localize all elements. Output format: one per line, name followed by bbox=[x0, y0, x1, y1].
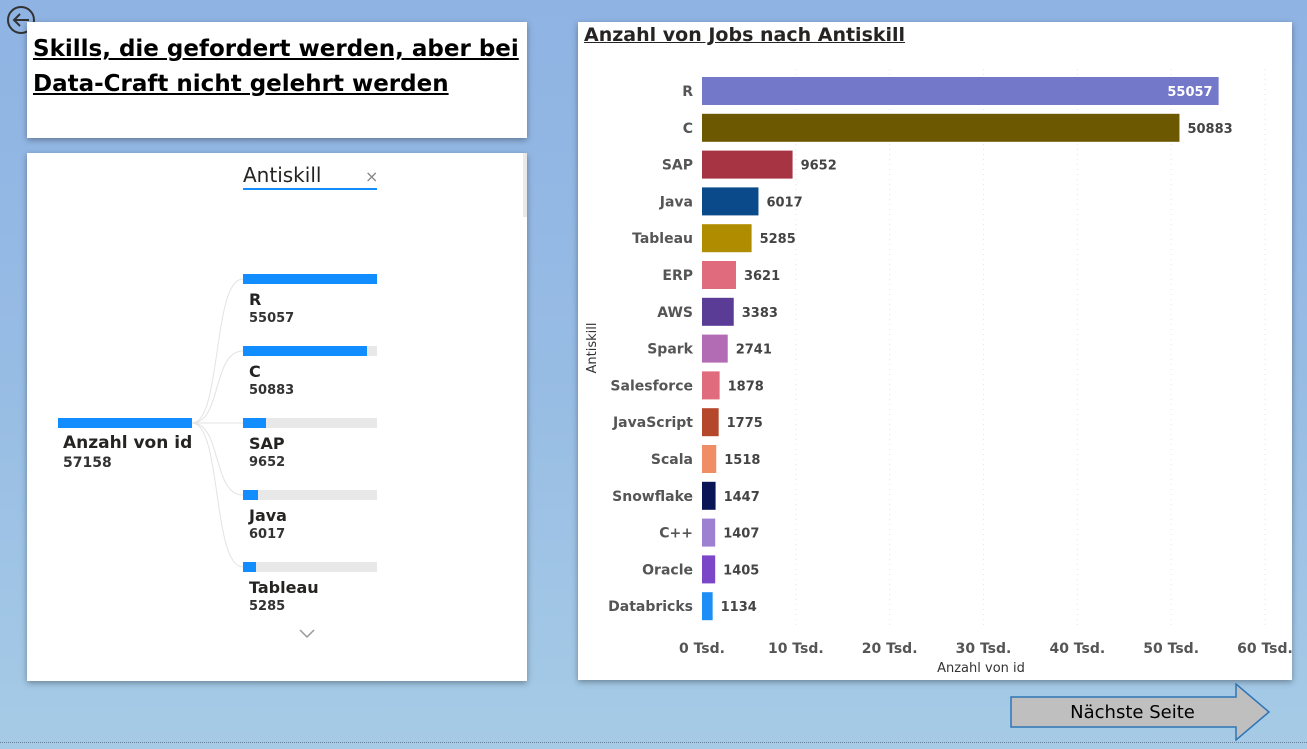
bar-r[interactable] bbox=[702, 77, 1219, 105]
category-label: R bbox=[682, 84, 693, 100]
root-value: 57158 bbox=[63, 455, 112, 471]
data-label: 1407 bbox=[723, 527, 759, 542]
x-tick-label: 20 Tsd. bbox=[862, 641, 918, 657]
x-tick-label: 60 Tsd. bbox=[1237, 641, 1292, 657]
node-bar bbox=[243, 274, 377, 284]
category-label: C bbox=[683, 121, 693, 137]
tree-header bbox=[27, 153, 527, 217]
x-tick-label: 30 Tsd. bbox=[956, 641, 1012, 657]
category-label: Snowflake bbox=[612, 489, 693, 505]
decomposition-tree: Antiskill × Anzahl von id 57158 R 55057 … bbox=[27, 153, 527, 681]
tree-connectors bbox=[191, 278, 244, 568]
data-label: 6017 bbox=[766, 195, 802, 210]
bar-snowflake[interactable] bbox=[702, 481, 716, 510]
bar-erp[interactable] bbox=[702, 261, 736, 289]
tree-field-label[interactable]: Antiskill bbox=[243, 163, 322, 187]
data-label: 1775 bbox=[727, 416, 763, 431]
category-label: C++ bbox=[659, 526, 693, 542]
node-value: 55057 bbox=[249, 311, 295, 326]
category-label: Oracle bbox=[642, 562, 693, 578]
node-bar bbox=[243, 346, 367, 356]
node-track bbox=[243, 418, 377, 428]
back-arrow-icon[interactable] bbox=[6, 5, 36, 35]
node-label: Java bbox=[249, 506, 287, 525]
page-title: Skills, die gefordert werden, aber bei D… bbox=[33, 36, 519, 97]
bar-databricks[interactable] bbox=[702, 592, 713, 621]
bar-oracle[interactable] bbox=[702, 555, 716, 584]
tree-field-underline bbox=[243, 188, 377, 190]
node-bar bbox=[243, 562, 256, 572]
data-label: 3383 bbox=[742, 306, 778, 321]
node-bar bbox=[243, 490, 258, 500]
node-bar bbox=[243, 418, 267, 428]
node-value: 5285 bbox=[249, 599, 286, 614]
arrow-shape bbox=[1010, 682, 1271, 742]
next-page-label: Nächste Seite bbox=[1070, 702, 1195, 723]
data-label: 5285 bbox=[760, 232, 796, 247]
bar-chart: 0 Tsd. 10 Tsd. 20 Tsd. 30 Tsd. 40 Tsd. 50 Tsd… bbox=[585, 69, 1292, 676]
next-page-button[interactable]: Nächste Seite bbox=[1010, 682, 1272, 742]
category-label: Scala bbox=[651, 452, 693, 468]
node-label: SAP bbox=[249, 434, 285, 453]
title-card: Skills, die gefordert werden, aber bei D… bbox=[27, 22, 527, 138]
node-value: 6017 bbox=[249, 527, 286, 542]
bar-scala[interactable] bbox=[702, 445, 717, 473]
data-label: 1134 bbox=[721, 600, 757, 615]
bar-javascript[interactable] bbox=[702, 408, 719, 437]
data-label: 1405 bbox=[723, 563, 759, 578]
bottom-divider bbox=[0, 742, 1307, 743]
bar-c[interactable] bbox=[702, 113, 1180, 142]
chevron-down-icon[interactable] bbox=[298, 628, 316, 640]
category-label: JavaScript bbox=[612, 415, 693, 431]
bar-chart-card: Anzahl von Jobs nach Antiskill 0 Tsd. 10 … bbox=[578, 22, 1292, 680]
node-track bbox=[243, 490, 377, 500]
bar-sap[interactable] bbox=[702, 150, 793, 179]
x-tick-label: 10 Tsd. bbox=[768, 641, 824, 657]
node-label: C bbox=[249, 362, 261, 381]
chart-title: Anzahl von Jobs nach Antiskill bbox=[584, 24, 906, 46]
category-label: SAP bbox=[662, 158, 693, 174]
bar-aws[interactable] bbox=[702, 297, 734, 326]
node-label: R bbox=[249, 290, 262, 309]
node-track bbox=[243, 562, 377, 572]
data-label: 3621 bbox=[744, 269, 780, 284]
node-value: 9652 bbox=[249, 455, 286, 470]
data-label: 1878 bbox=[728, 379, 764, 394]
close-icon[interactable]: × bbox=[365, 167, 379, 186]
x-tick-label: 40 Tsd. bbox=[1049, 641, 1105, 657]
category-label: ERP bbox=[662, 268, 693, 284]
data-label: 55057 bbox=[1167, 85, 1212, 100]
root-label: Anzahl von id bbox=[63, 433, 193, 453]
data-label: 9652 bbox=[801, 159, 837, 174]
category-label: Spark bbox=[647, 342, 693, 358]
bar-tableau[interactable] bbox=[702, 224, 752, 253]
category-label: Databricks bbox=[608, 599, 693, 615]
bar-cplusplus[interactable] bbox=[702, 518, 716, 547]
bar-spark[interactable] bbox=[702, 334, 728, 363]
category-label: Java bbox=[659, 194, 693, 210]
y-axis-title: Antiskill bbox=[585, 323, 600, 374]
bar-java[interactable] bbox=[702, 187, 759, 216]
node-label: Tableau bbox=[249, 578, 319, 597]
x-tick-label: 50 Tsd. bbox=[1143, 641, 1199, 657]
node-value: 50883 bbox=[249, 383, 295, 398]
bar-salesforce[interactable] bbox=[702, 371, 720, 400]
data-label: 1518 bbox=[724, 453, 760, 468]
x-tick-label: 0 Tsd. bbox=[679, 641, 725, 657]
data-label: 1447 bbox=[724, 490, 760, 505]
data-label: 50883 bbox=[1187, 122, 1232, 137]
category-label: Tableau bbox=[632, 231, 693, 247]
category-label: AWS bbox=[657, 305, 693, 321]
data-label: 2741 bbox=[736, 343, 772, 358]
category-label: Salesforce bbox=[610, 378, 693, 394]
x-axis-title: Anzahl von id bbox=[937, 661, 1025, 676]
root-bar[interactable] bbox=[58, 418, 192, 428]
